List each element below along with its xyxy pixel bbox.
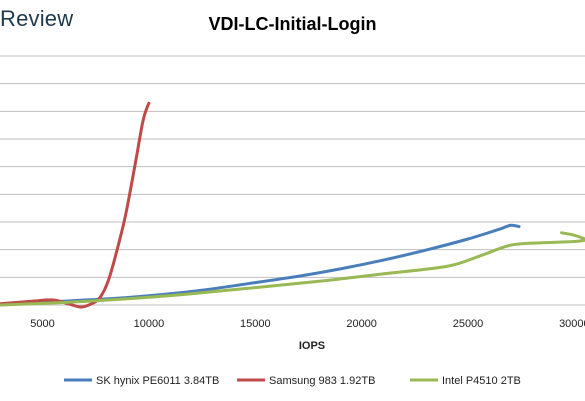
x-tick-label: 15000 xyxy=(240,318,271,330)
brand-logo-text: Review xyxy=(0,6,74,31)
legend: SK hynix PE6011 3.84TB Samsung 983 1.92TB… xyxy=(64,375,521,387)
series-lines xyxy=(0,101,585,309)
grid-lines xyxy=(0,55,585,306)
x-tick-label: 25000 xyxy=(453,318,484,330)
legend-label: Intel P4510 2TB xyxy=(442,375,521,387)
series-line-0 xyxy=(0,223,521,307)
x-tick-label: 30000 xyxy=(559,318,585,330)
legend-label: SK hynix PE6011 3.84TB xyxy=(96,375,219,387)
x-tick-label: 5000 xyxy=(30,318,54,330)
x-tick-label: 10000 xyxy=(134,318,165,330)
x-tick-labels: 5000 10000 15000 20000 25000 30000 xyxy=(30,318,585,330)
legend-label: Samsung 983 1.92TB xyxy=(269,375,375,387)
x-tick-label: 20000 xyxy=(346,318,377,330)
x-axis-label: IOPS xyxy=(299,340,325,352)
chart-title: VDI-LC-Initial-Login xyxy=(208,14,377,34)
series-line-3 xyxy=(560,231,585,241)
series-line-1 xyxy=(0,101,151,309)
series-line-2 xyxy=(0,238,585,307)
